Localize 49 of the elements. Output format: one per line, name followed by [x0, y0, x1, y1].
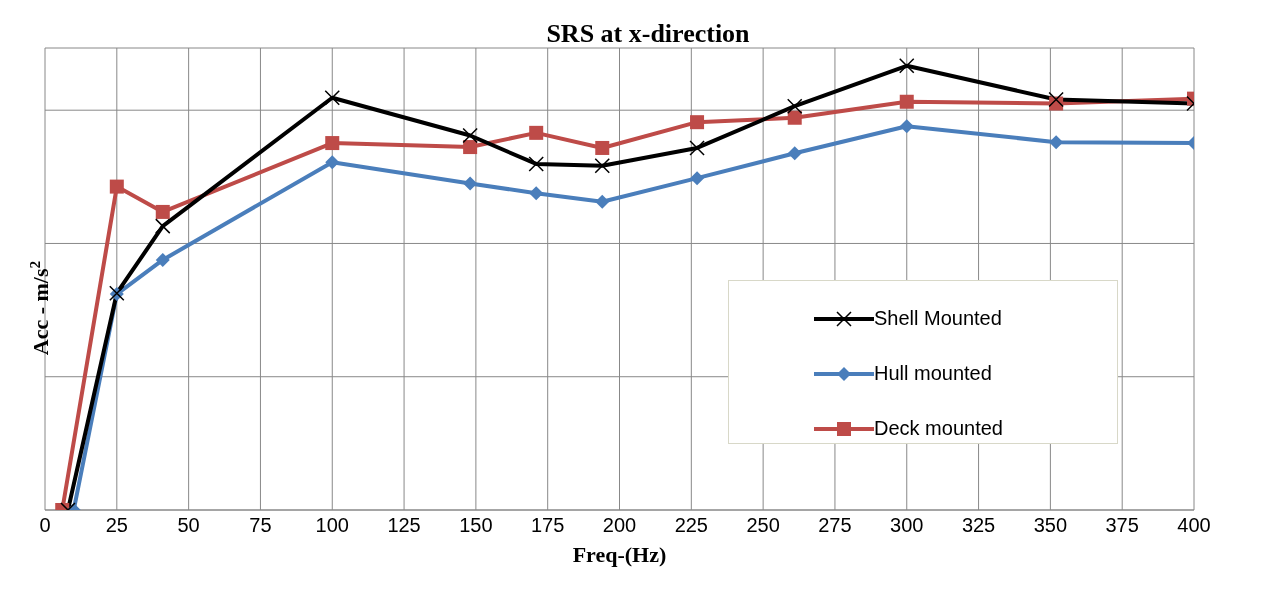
x-tick-label: 100	[315, 514, 349, 537]
point	[899, 94, 914, 109]
point	[899, 119, 914, 134]
x-tick-label: 300	[890, 514, 924, 537]
point	[595, 140, 610, 155]
point	[1048, 91, 1064, 108]
x-tick-label: 0	[39, 514, 51, 537]
point	[689, 140, 705, 156]
point	[463, 176, 478, 191]
point	[690, 171, 705, 186]
x-tick-label: 350	[1033, 514, 1068, 537]
x-tick-label: 375	[1105, 514, 1139, 537]
point	[1049, 135, 1064, 150]
x-tick-label: 275	[818, 514, 852, 537]
point	[325, 136, 340, 151]
x-tick-label: 25	[105, 514, 128, 537]
point	[787, 146, 802, 161]
x-tick-label: 325	[961, 514, 996, 537]
x-tick-label: 200	[602, 514, 637, 537]
point	[463, 140, 478, 155]
legend-label: Deck mounted	[874, 417, 1003, 440]
point	[529, 186, 544, 201]
point	[109, 179, 124, 194]
point	[787, 110, 802, 125]
x-tick-label: 400	[1177, 514, 1211, 537]
x-tick-label: 150	[459, 514, 493, 537]
point	[595, 194, 610, 209]
point	[462, 127, 478, 144]
legend-label: Shell Mounted	[874, 307, 1002, 330]
chart-title: SRS at x-direction	[546, 19, 751, 48]
point	[155, 204, 170, 219]
point	[324, 90, 340, 106]
point	[899, 58, 915, 74]
point	[155, 252, 170, 267]
point	[690, 115, 705, 130]
x-tick-label: 175	[531, 514, 565, 537]
point	[325, 155, 340, 170]
point	[528, 156, 544, 172]
x-tick-label: 250	[746, 514, 780, 537]
x-tick-label: 125	[387, 514, 421, 537]
x-axis-title: Freq-(Hz)	[572, 542, 667, 567]
point	[594, 157, 611, 174]
x-tick-label: 50	[177, 514, 200, 537]
x-tick-label: 225	[674, 514, 708, 537]
point	[786, 98, 803, 114]
point	[155, 218, 171, 234]
point	[529, 125, 544, 140]
x-tick-label: 75	[249, 514, 272, 537]
legend-label: Hull mounted	[874, 362, 992, 385]
